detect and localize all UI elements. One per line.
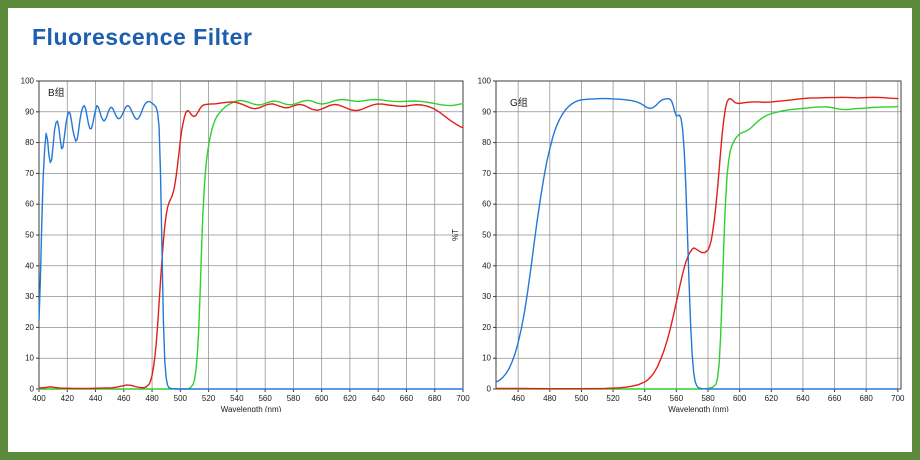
chart-g-group: 460 480 500 520 540 560 580 600 620 640 660 680 700 0… [450, 60, 912, 415]
y-tick-label: 60 [25, 200, 34, 209]
y-tick-label: 50 [25, 231, 34, 240]
b-group-series-blue-excitation-bandpass [38, 100, 464, 390]
b-group-series-green-emission-longpass [38, 98, 464, 390]
y-axis-title: %T [451, 229, 460, 241]
x-tick-label: 640 [372, 394, 386, 403]
series-curves [38, 98, 464, 390]
y-tick-label: 90 [482, 107, 491, 116]
x-axis-title: Wavelength (nm) [221, 405, 282, 412]
tick-marks [36, 80, 464, 392]
x-tick-label: 560 [670, 394, 684, 403]
x-tick-label: 560 [258, 394, 272, 403]
x-tick-label: 400 [32, 394, 46, 403]
series-curves [495, 96, 899, 390]
g-group-svg: 460 480 500 520 540 560 580 600 620 640 660 680 700 0… [451, 77, 905, 415]
x-tick-label: 440 [89, 394, 103, 403]
x-tick-label: 660 [828, 394, 842, 403]
y-tick-label: 80 [25, 138, 34, 147]
page-title: Fluorescence Filter [32, 24, 253, 50]
x-tick-label: 620 [343, 394, 357, 403]
x-tick-label: 620 [765, 394, 779, 403]
x-tick-label: 480 [145, 394, 159, 403]
y-tick-label: 40 [25, 261, 34, 270]
y-tick-label: 10 [482, 354, 491, 363]
y-tick-label: 60 [482, 200, 491, 209]
g-group-series-blue-excitation-bandpass [495, 97, 899, 390]
x-tick-label: 480 [543, 394, 557, 403]
y-tick-label: 40 [482, 261, 491, 270]
y-tick-label: 30 [25, 292, 34, 301]
y-tick-label: 0 [487, 385, 492, 394]
y-tick-label: 0 [30, 385, 35, 394]
x-tick-label: 520 [202, 394, 216, 403]
y-tick-label: 100 [478, 77, 492, 86]
group-label: B组 [48, 86, 65, 99]
gridlines [38, 80, 464, 390]
x-tick-label: 600 [733, 394, 747, 403]
x-tick-label: 680 [860, 394, 874, 403]
x-tick-label: 420 [61, 394, 75, 403]
b-group-svg: 400 420 440 460 480 500 520 540 560 580 600 620 640 6… [21, 77, 471, 415]
x-tick-label: 640 [796, 394, 810, 403]
y-tick-label: 100 [21, 77, 35, 86]
x-tick-label: 680 [428, 394, 442, 403]
x-tick-label: 520 [606, 394, 620, 403]
y-tick-label: 20 [482, 323, 491, 332]
x-tick-label: 700 [891, 394, 905, 403]
y-tick-label: 70 [25, 169, 34, 178]
y-tick-label: 20 [25, 323, 34, 332]
x-tick-label: 460 [117, 394, 131, 403]
x-tick-label: 580 [701, 394, 715, 403]
x-tick-label: 700 [456, 394, 470, 403]
tick-marks [493, 80, 899, 392]
g-group-series-green-emission-longpass [495, 105, 899, 390]
x-tick-label: 460 [511, 394, 525, 403]
y-tick-label: 10 [25, 354, 34, 363]
y-tick-label: 50 [482, 231, 491, 240]
x-tick-label: 540 [638, 394, 652, 403]
g-group-series-red-emission-longpass [495, 96, 899, 390]
group-label: G组 [510, 96, 528, 109]
chart-b-group: 400 420 440 460 480 500 520 540 560 580 600 620 640 6… [8, 60, 480, 415]
x-axis-title: Wavelength (nm) [668, 405, 729, 412]
y-tick-label: 80 [482, 138, 491, 147]
x-tick-label: 600 [315, 394, 329, 403]
y-tick-label: 90 [25, 107, 34, 116]
x-tick-label: 660 [400, 394, 414, 403]
y-tick-label: 30 [482, 292, 491, 301]
b-group-series-red-emission-longpass [38, 101, 464, 390]
y-tick-label: 70 [482, 169, 491, 178]
x-tick-label: 540 [230, 394, 244, 403]
x-tick-label: 500 [575, 394, 589, 403]
x-tick-label: 500 [174, 394, 188, 403]
x-tick-label: 580 [287, 394, 301, 403]
